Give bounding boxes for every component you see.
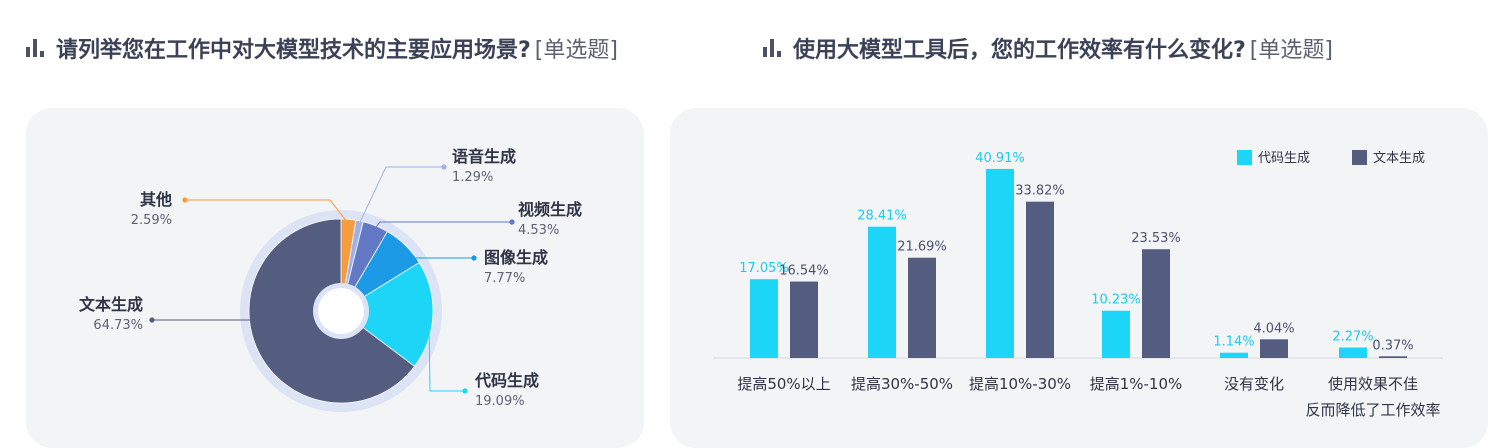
bar-text-3: [1026, 201, 1054, 358]
legend-swatch: [1237, 150, 1252, 165]
slice-label: 语音生成: [452, 147, 516, 166]
pie-hole: [318, 288, 364, 334]
slice-percent: 7.77%: [484, 271, 525, 286]
bar-value-label: 33.82%: [1015, 184, 1065, 199]
leader-dot: [509, 219, 515, 225]
bar-text-2: [908, 257, 936, 358]
leader-line: [402, 247, 474, 259]
slice-label: 代码生成: [474, 371, 539, 390]
bar-code-4: [1102, 310, 1130, 358]
pie-slice-5: [340, 262, 434, 367]
slice-label: 视频生成: [518, 200, 582, 219]
leader-dot: [471, 255, 477, 261]
legend-label: 代码生成: [1258, 151, 1310, 166]
bar-value-label: 2.27%: [1332, 330, 1373, 345]
bar-value-label: 17.05%: [739, 261, 789, 276]
right-chart-title: 使用大模型工具后，您的工作效率有什么变化? [单选题]: [763, 32, 1333, 64]
leader-line: [358, 166, 444, 226]
leader-line: [373, 221, 512, 230]
bar-text-1: [790, 281, 818, 358]
leader-dot: [149, 317, 155, 323]
slice-percent: 4.53%: [518, 223, 559, 238]
bar-value-label: 1.14%: [1213, 335, 1254, 350]
bar-chart-icon: [26, 39, 44, 57]
x-tick-label: 提高50%以上: [737, 375, 830, 393]
slice-label: 文本生成: [79, 295, 143, 314]
leader-dot: [462, 388, 468, 394]
bar-code-5: [1220, 352, 1248, 358]
right-title-tag: [单选题]: [1249, 38, 1333, 63]
bar-text-5: [1260, 339, 1288, 358]
left-chart-title: 请列举您在工作中对大模型技术的主要应用场景? [单选题]: [26, 32, 618, 64]
bar-value-label: 40.91%: [975, 151, 1025, 166]
x-tick-label: 使用效果不佳: [1328, 375, 1418, 393]
x-tick-label: 提高1%-10%: [1090, 375, 1183, 393]
bar-value-label: 21.69%: [897, 240, 947, 255]
x-tick-label: 提高30%-50%: [851, 375, 953, 393]
bar-code-2: [868, 226, 896, 358]
slice-percent: 2.59%: [131, 213, 172, 228]
bar-code-6: [1339, 347, 1367, 358]
slice-label: 图像生成: [484, 248, 548, 267]
bar-value-label: 0.37%: [1372, 338, 1413, 353]
leader-dot: [441, 164, 447, 170]
bar-value-label: 28.41%: [857, 209, 907, 224]
x-tick-label: 没有变化: [1224, 375, 1284, 393]
x-tick-label: 提高10%-30%: [969, 375, 1071, 393]
slice-label: 其他: [140, 190, 172, 209]
bar-chart-icon: [763, 39, 781, 57]
leader-line: [152, 319, 263, 351]
slice-percent: 1.29%: [452, 170, 493, 185]
legend-label: 文本生成: [1373, 151, 1425, 166]
leader-line: [185, 199, 349, 224]
legend-swatch: [1352, 150, 1367, 165]
right-title-text: 使用大模型工具后，您的工作效率有什么变化?: [793, 38, 1246, 63]
bar-value-label: 16.54%: [779, 264, 829, 279]
bar-text-6: [1379, 356, 1407, 358]
left-title-tag: [单选题]: [534, 38, 618, 63]
slice-percent: 64.73%: [93, 318, 143, 333]
bar-code-1: [750, 279, 778, 358]
bar-chart-card: [670, 108, 1488, 448]
bar-value-label: 23.53%: [1131, 231, 1181, 246]
bar-code-3: [986, 168, 1014, 358]
bar-text-4: [1142, 249, 1170, 358]
slice-percent: 19.09%: [475, 394, 525, 409]
x-tick-label: 反而降低了工作效率: [1305, 401, 1440, 419]
leader-line: [428, 315, 465, 392]
leader-dot: [182, 197, 188, 203]
left-title-text: 请列举您在工作中对大模型技术的主要应用场景?: [56, 38, 531, 63]
bar-value-label: 10.23%: [1091, 293, 1141, 308]
bar-value-label: 4.04%: [1253, 321, 1294, 336]
